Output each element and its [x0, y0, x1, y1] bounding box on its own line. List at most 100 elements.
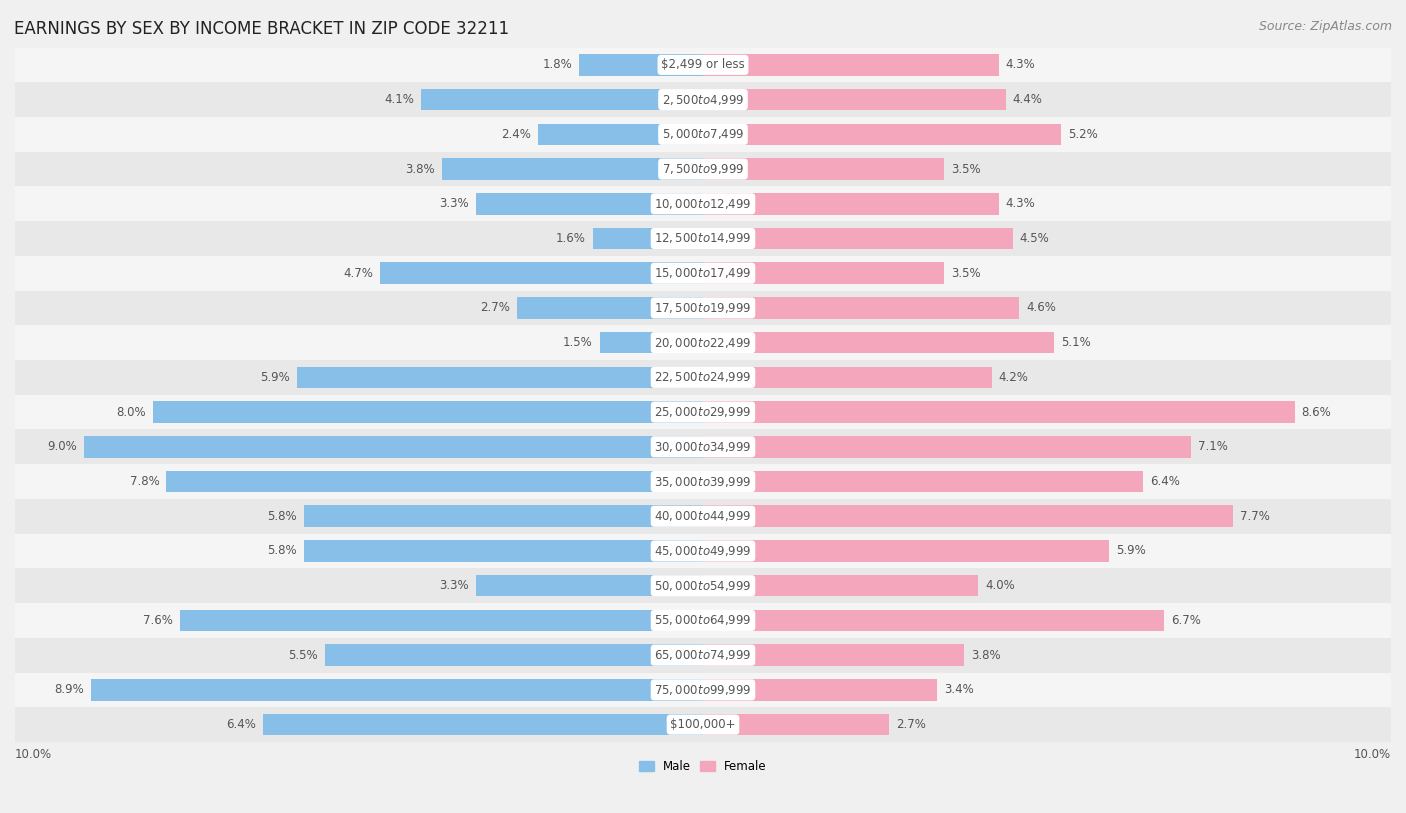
Bar: [703, 436, 1191, 458]
Text: 2.7%: 2.7%: [481, 302, 510, 315]
Bar: [538, 124, 703, 145]
Bar: [325, 645, 703, 666]
Bar: [166, 471, 703, 493]
Text: $20,000 to $22,499: $20,000 to $22,499: [654, 336, 752, 350]
Text: 6.4%: 6.4%: [226, 718, 256, 731]
Bar: [703, 610, 1164, 631]
Bar: [703, 714, 889, 735]
Text: $7,500 to $9,999: $7,500 to $9,999: [662, 162, 744, 176]
Text: 1.6%: 1.6%: [557, 232, 586, 245]
Text: 5.9%: 5.9%: [260, 371, 290, 384]
Bar: [15, 707, 1391, 742]
Bar: [477, 575, 703, 597]
Text: 3.4%: 3.4%: [943, 684, 973, 697]
Text: 7.6%: 7.6%: [143, 614, 173, 627]
Text: 7.8%: 7.8%: [129, 475, 159, 488]
Text: 9.0%: 9.0%: [48, 441, 77, 454]
Bar: [380, 263, 703, 284]
Text: 5.8%: 5.8%: [267, 510, 297, 523]
Bar: [15, 290, 1391, 325]
Text: 7.1%: 7.1%: [1198, 441, 1229, 454]
Bar: [703, 471, 1143, 493]
Text: 3.8%: 3.8%: [405, 163, 434, 176]
Text: $2,499 or less: $2,499 or less: [661, 59, 745, 72]
Text: 5.1%: 5.1%: [1060, 336, 1091, 349]
Bar: [703, 540, 1109, 562]
Text: 5.8%: 5.8%: [267, 545, 297, 558]
Bar: [15, 256, 1391, 290]
Text: 10.0%: 10.0%: [1354, 748, 1391, 761]
Text: Source: ZipAtlas.com: Source: ZipAtlas.com: [1258, 20, 1392, 33]
Text: $40,000 to $44,999: $40,000 to $44,999: [654, 509, 752, 524]
Bar: [477, 193, 703, 215]
Bar: [703, 332, 1054, 354]
Text: 7.7%: 7.7%: [1240, 510, 1270, 523]
Text: 3.3%: 3.3%: [440, 198, 470, 211]
Text: 4.1%: 4.1%: [384, 93, 413, 107]
Text: 4.6%: 4.6%: [1026, 302, 1056, 315]
Bar: [441, 159, 703, 180]
Bar: [703, 506, 1233, 527]
Text: $55,000 to $64,999: $55,000 to $64,999: [654, 614, 752, 628]
Bar: [703, 679, 936, 701]
Bar: [304, 506, 703, 527]
Bar: [517, 298, 703, 319]
Bar: [703, 263, 943, 284]
Bar: [15, 47, 1391, 82]
Bar: [15, 186, 1391, 221]
Bar: [600, 332, 703, 354]
Bar: [703, 193, 998, 215]
Text: 4.5%: 4.5%: [1019, 232, 1049, 245]
Bar: [15, 395, 1391, 429]
Bar: [703, 159, 943, 180]
Bar: [15, 221, 1391, 256]
Text: 2.4%: 2.4%: [501, 128, 531, 141]
Bar: [15, 568, 1391, 603]
Text: 4.3%: 4.3%: [1005, 59, 1035, 72]
Text: $45,000 to $49,999: $45,000 to $49,999: [654, 544, 752, 558]
Bar: [703, 367, 993, 388]
Text: $50,000 to $54,999: $50,000 to $54,999: [654, 579, 752, 593]
Bar: [90, 679, 703, 701]
Text: 4.4%: 4.4%: [1012, 93, 1042, 107]
Text: 2.7%: 2.7%: [896, 718, 925, 731]
Bar: [15, 499, 1391, 533]
Text: 3.5%: 3.5%: [950, 163, 980, 176]
Text: 6.7%: 6.7%: [1171, 614, 1201, 627]
Text: $5,000 to $7,499: $5,000 to $7,499: [662, 128, 744, 141]
Text: $65,000 to $74,999: $65,000 to $74,999: [654, 648, 752, 662]
Text: 4.0%: 4.0%: [986, 579, 1015, 592]
Bar: [15, 82, 1391, 117]
Text: $2,500 to $4,999: $2,500 to $4,999: [662, 93, 744, 107]
Text: 3.5%: 3.5%: [950, 267, 980, 280]
Text: EARNINGS BY SEX BY INCOME BRACKET IN ZIP CODE 32211: EARNINGS BY SEX BY INCOME BRACKET IN ZIP…: [14, 20, 509, 38]
Text: 4.3%: 4.3%: [1005, 198, 1035, 211]
Bar: [15, 464, 1391, 499]
Bar: [304, 540, 703, 562]
Bar: [703, 124, 1060, 145]
Bar: [15, 533, 1391, 568]
Text: 10.0%: 10.0%: [15, 748, 52, 761]
Text: 3.8%: 3.8%: [972, 649, 1001, 662]
Text: $100,000+: $100,000+: [671, 718, 735, 731]
Text: 5.9%: 5.9%: [1116, 545, 1146, 558]
Text: 5.5%: 5.5%: [288, 649, 318, 662]
Bar: [297, 367, 703, 388]
Bar: [15, 672, 1391, 707]
Bar: [703, 402, 1295, 423]
Bar: [420, 89, 703, 111]
Text: $75,000 to $99,999: $75,000 to $99,999: [654, 683, 752, 697]
Text: 8.0%: 8.0%: [117, 406, 146, 419]
Bar: [15, 360, 1391, 395]
Text: 1.5%: 1.5%: [564, 336, 593, 349]
Text: 5.2%: 5.2%: [1067, 128, 1098, 141]
Bar: [15, 603, 1391, 637]
Text: 1.8%: 1.8%: [543, 59, 572, 72]
Text: $22,500 to $24,999: $22,500 to $24,999: [654, 371, 752, 385]
Bar: [15, 325, 1391, 360]
Text: $30,000 to $34,999: $30,000 to $34,999: [654, 440, 752, 454]
Bar: [15, 117, 1391, 152]
Bar: [153, 402, 703, 423]
Bar: [703, 298, 1019, 319]
Text: $17,500 to $19,999: $17,500 to $19,999: [654, 301, 752, 315]
